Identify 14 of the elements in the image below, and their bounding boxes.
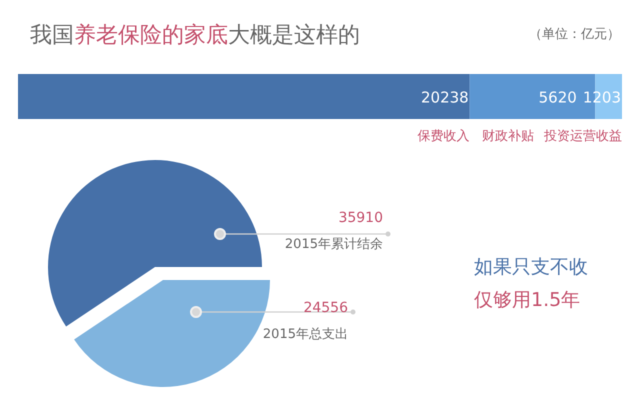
slice-label: 2015年累计结余 xyxy=(284,237,383,252)
data-label: 5620 xyxy=(538,88,577,106)
chart-title: 我国养老保险的家底大概是这样的 xyxy=(30,23,360,48)
data-label: 20238 xyxy=(420,88,469,106)
slice-label: 2015年总支出 xyxy=(262,327,348,342)
data-label: 1203 xyxy=(582,88,621,106)
data-label: 35910 xyxy=(338,210,383,226)
text: 如果只支不收 xyxy=(474,256,588,278)
series-label: 财政补贴 xyxy=(482,129,534,144)
text: 仅够用1.5年 xyxy=(474,289,580,311)
data-label: 24556 xyxy=(303,300,348,316)
chart-subtitle: （单位：亿元） xyxy=(529,27,620,42)
series-label: 投资运营收益 xyxy=(543,129,622,144)
series-label: 保费收入 xyxy=(418,129,470,144)
